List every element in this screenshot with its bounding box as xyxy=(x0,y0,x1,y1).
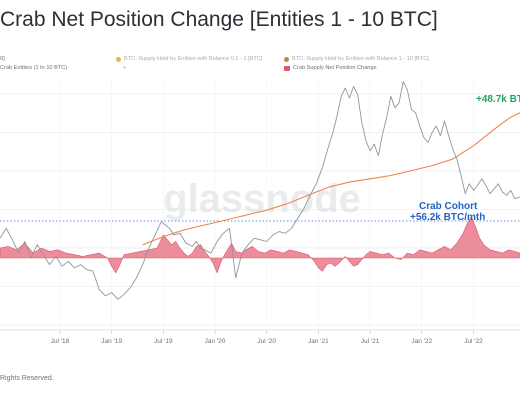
x-tick-label: Jan '22 xyxy=(411,338,432,345)
legend-label-left-top: 0] xyxy=(0,56,5,62)
annotation-crab-line2: +56.2k BTC/mth xyxy=(410,212,486,223)
x-tick-label: Jul '22 xyxy=(464,338,483,345)
legend: 0] Crab Entities (1 to 10 BTC) BTC: Supp… xyxy=(0,56,520,76)
annotation-top-right: +48.7k BT xyxy=(476,94,520,105)
legend-label-series-a: BTC: Supply Held by Entities with Balanc… xyxy=(124,56,263,62)
x-tick-label: Jan '21 xyxy=(308,338,329,345)
moving-average-line xyxy=(142,112,520,246)
legend-item-faded-mark: + xyxy=(123,65,126,71)
legend-dot-b-icon xyxy=(284,56,289,62)
legend-item-crab-entities[interactable]: Crab Entities (1 to 10 BTC) xyxy=(0,65,67,71)
x-tick-label: Jul '20 xyxy=(257,338,276,345)
x-tick-label: Jul '18 xyxy=(51,338,70,345)
price-line xyxy=(0,81,520,300)
legend-item-series-a[interactable]: BTC: Supply Held by Entities with Balanc… xyxy=(116,56,262,62)
chart-title: Crab Net Position Change [Entities 1 - 1… xyxy=(0,8,438,31)
legend-item-left-top[interactable]: 0] xyxy=(0,56,5,62)
x-tick-label: Jul '19 xyxy=(154,338,173,345)
legend-faded-mark: + xyxy=(123,65,127,71)
x-tick-label: Jan '19 xyxy=(101,338,122,345)
footer-text: Rights Reserved. xyxy=(0,375,54,382)
watermark: glassnode xyxy=(163,177,361,221)
legend-square-net-icon xyxy=(284,65,290,71)
x-tick-label: Jul '21 xyxy=(361,338,380,345)
legend-item-net-position[interactable]: Crab Supply Net Position Change xyxy=(284,65,377,71)
x-tick-label: Jan '20 xyxy=(205,338,226,345)
legend-label-series-b: BTC: Supply Held by Entities with Balanc… xyxy=(292,56,429,62)
legend-label-net-position: Crab Supply Net Position Change xyxy=(293,65,377,71)
annotation-crab-line1: Crab Cohort xyxy=(419,201,478,212)
net-position-area xyxy=(0,216,520,274)
legend-label-crab-entities: Crab Entities (1 to 10 BTC) xyxy=(0,65,68,71)
legend-item-series-b[interactable]: BTC: Supply Held by Entities with Balanc… xyxy=(284,56,429,62)
legend-dot-a-icon xyxy=(116,56,121,62)
